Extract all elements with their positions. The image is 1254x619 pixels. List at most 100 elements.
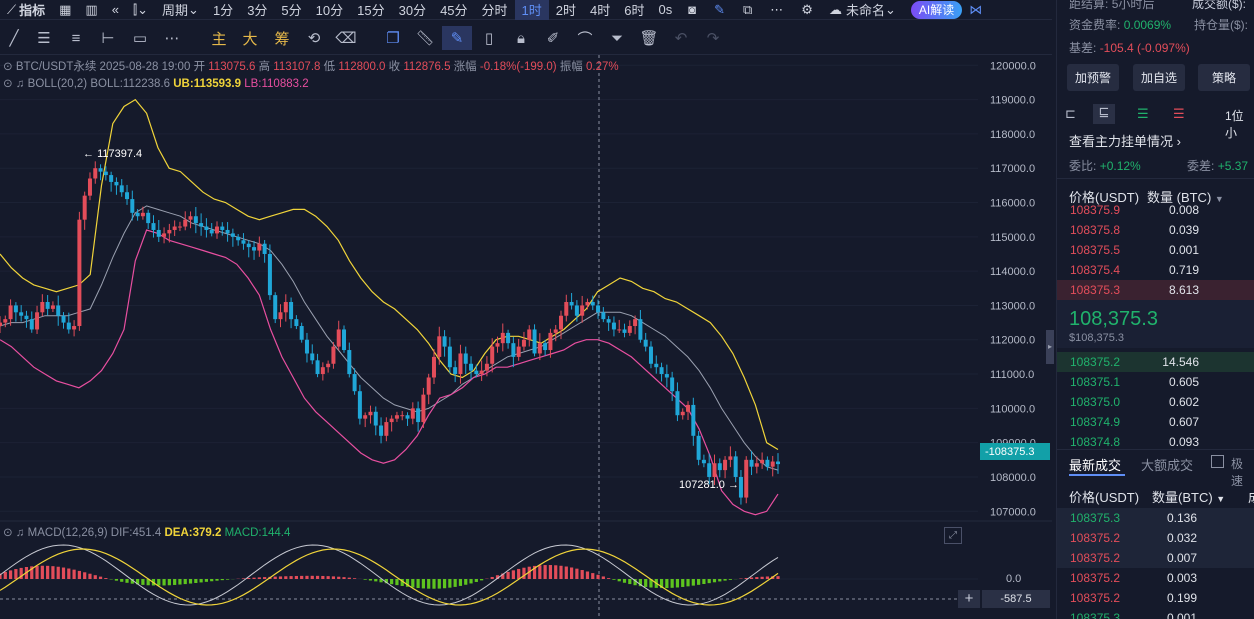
candle-body [431,356,436,378]
depth-select[interactable]: 1位小 [1225,109,1244,140]
add-alert-button[interactable]: 加预警 [1067,64,1119,91]
macd-bar [633,579,637,586]
add-watchlist-button[interactable]: 加自选 [1133,64,1185,91]
horizontal-line-icon[interactable]: ⊢ [101,30,115,47]
bid-row[interactable]: 108375.0 0.602 [1057,392,1254,412]
period-0s[interactable]: 0s [651,0,679,20]
ask-row[interactable]: 108375.5 0.001 [1057,240,1254,260]
period-45m[interactable]: 45分 [433,0,474,20]
period-15m[interactable]: 15分 [350,0,391,20]
ask-row[interactable]: 108375.3 8.613 [1057,280,1254,300]
main-orders-link[interactable]: 查看主力挂单情况 › [1069,134,1181,149]
macd-bar [453,579,457,587]
ob-mixed-icon[interactable]: ⊑ [1093,104,1115,124]
period-period[interactable]: 周期 ⌄ [155,0,206,20]
ask-row[interactable]: 108375.9 0.008 [1057,200,1254,220]
tab-large-trades[interactable]: 大额成交 [1141,458,1194,473]
chips-button[interactable]: 筹 [274,30,290,48]
topbar-replay[interactable]: « [105,0,126,20]
period-30m[interactable]: 30分 [392,0,433,20]
period-6h[interactable]: 6时 [617,0,651,20]
ruler-icon[interactable]: 📏︎ [415,30,435,47]
ob-both-icon[interactable]: ⊏ [1065,106,1076,121]
period-1h[interactable]: 1时 [514,0,549,20]
bid-row[interactable]: 108375.1 0.605 [1057,372,1254,392]
period-2h[interactable]: 2时 [549,0,583,20]
strategy-button[interactable]: 策略 [1198,64,1250,91]
topbar-candle-style[interactable]: ⫿ ⌄ [126,0,155,20]
draw-pen-icon[interactable]: ✎ [442,26,472,50]
more-icon[interactable]: ⋯ [770,1,784,17]
period-5m[interactable]: 5分 [274,0,308,20]
notes-icon[interactable]: ✐ [546,30,560,47]
ask-row[interactable]: 108375.8 0.039 [1057,220,1254,240]
expand-icon[interactable]: ⤢ [944,527,962,544]
macd-bar [411,579,415,588]
candle-body [310,353,315,361]
fast-checkbox[interactable] [1211,455,1224,468]
topbar-layout[interactable]: ▥ [78,0,104,20]
chart-canvas[interactable]: 120000.0 119000.0 118000.0 117000.0 116000.0… [0,55,1052,619]
main-chart-button[interactable]: 主 [211,30,227,48]
collapse-icon[interactable]: ⊙ [3,78,16,90]
ob-bids-icon[interactable]: ☰ [1137,106,1149,121]
bid-row[interactable]: 108375.2 14.546 [1057,352,1254,372]
redo-icon[interactable]: ↷ [706,30,720,47]
trend-line-icon[interactable]: ╱ [9,30,19,47]
layout-name-select[interactable]: ☁ 未命名 ⌄ [822,0,903,20]
topbar-indicators[interactable]: ⟋ 指标 [0,0,52,20]
macd-bar [3,571,7,579]
trash-icon[interactable]: 🗑︎ [639,30,659,47]
bid-row[interactable]: 108374.9 0.607 [1057,412,1254,432]
big-order-button[interactable]: 大 [242,30,258,48]
add-icon[interactable]: + [958,590,980,608]
sync-icon[interactable]: ⟲ [307,30,321,47]
candles-icon[interactable]: ▯ [484,30,494,47]
tab-latest-trades[interactable]: 最新成交 [1069,458,1122,473]
lock-icon[interactable]: 🔒︎ [517,29,525,47]
period-4h[interactable]: 4时 [583,0,617,20]
period-10m[interactable]: 10分 [309,0,350,20]
macd-bar [178,579,182,585]
parallel-lines-icon[interactable]: ☰ [37,30,51,47]
period-3m[interactable]: 3分 [240,0,274,20]
candle-body [585,302,590,306]
alarm-icon[interactable]: ♫ [15,527,25,539]
popout-icon[interactable]: ⧉ [742,1,753,17]
fib-lines-icon[interactable]: ≡ [71,29,81,47]
share-icon[interactable]: ⋈ [969,1,983,17]
rectangle-icon[interactable]: ▭ [132,30,148,47]
ob-qty-header[interactable]: 数量 (BTC) ▼ [1147,187,1224,206]
camera-icon[interactable]: ◙ [688,2,697,17]
macd-bar [342,577,346,579]
ob-asks-icon[interactable]: ☰ [1173,106,1185,121]
ai-interpret-button[interactable]: AI解读 [910,0,963,19]
settings-icon[interactable]: ⚙ [801,1,813,17]
period-1m[interactable]: 1分 [206,0,240,20]
ask-qty: 0.719 [1168,263,1199,277]
clear-drawings-icon[interactable]: ⌫ [335,30,357,47]
macd-bar [432,579,436,589]
trades-qty-header[interactable]: 数量(BTC) ▼ [1152,487,1225,506]
kline-chart[interactable]: 120000.0 119000.0 118000.0 117000.0 116000.0… [0,55,1054,619]
candle-body [521,339,526,347]
collapse-panel-icon[interactable]: ▸ [1046,330,1054,364]
collapse-icon[interactable]: ⊙ [3,527,16,539]
macd-bar [607,578,611,579]
filter-icon[interactable]: ⏷ [610,29,623,47]
alarm-icon[interactable]: ♫ [15,78,25,90]
topbar-calendar[interactable]: ▦ [52,0,78,20]
pen-icon[interactable]: ✎ [714,1,725,17]
ask-row[interactable]: 108375.4 0.719 [1057,260,1254,280]
more-tools-icon[interactable]: ⋯ [164,30,180,47]
bid-row[interactable]: 108374.8 0.093 [1057,432,1254,452]
macd-bar [51,566,55,579]
magnet-icon[interactable]: ⌒ [577,30,593,48]
candle-body [717,463,722,471]
undo-icon[interactable]: ↶ [674,30,688,47]
macd-bar [638,579,642,587]
period-bar: ⟋ 指标 ▦ ▥ «⫿ ⌄ 周期 ⌄ 1分 3分 5分 10分 15分 30分 45分 分时 1时 2时 4时 6… [0,0,1052,20]
copy-icon[interactable]: ❐ [386,30,400,47]
macd-bar [326,576,330,579]
period-time[interactable]: 分时 [475,0,515,20]
